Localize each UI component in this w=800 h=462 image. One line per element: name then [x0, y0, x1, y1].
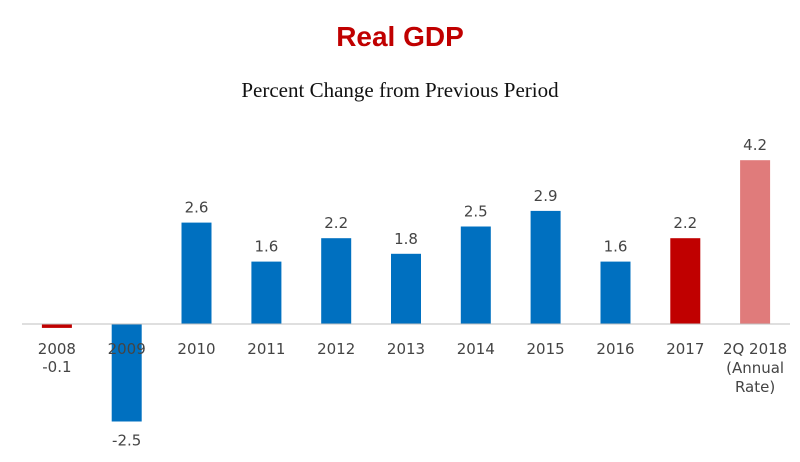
- data-label: 2.2: [673, 214, 697, 232]
- data-labels: -0.1 -2.5 2.6 1.6 2.2 1.8 2.5 2.9 1.6 2.2 4.2: [42, 136, 767, 449]
- x-tick-label: 2008: [38, 340, 76, 358]
- x-tick-labels: 2008 2009 2010 2011 2012 2013 2014 2015 2016 2017…: [38, 340, 787, 396]
- x-tick-label: 2016: [596, 340, 634, 358]
- data-label: -0.1: [42, 358, 71, 376]
- data-label: 2.2: [324, 214, 348, 232]
- data-label: 1.6: [604, 238, 628, 256]
- bar-9: [670, 238, 701, 324]
- data-label: 1.8: [394, 230, 418, 248]
- x-tick-label: 2Q 2018 (Annual Rate): [723, 340, 787, 396]
- data-label: 2.6: [185, 199, 209, 217]
- bar-6: [460, 226, 491, 324]
- data-label: 2.9: [534, 187, 558, 205]
- x-tick-label: 2010: [177, 340, 215, 358]
- data-label: 2.5: [464, 203, 488, 221]
- bar-8: [600, 261, 631, 324]
- bar-0: [41, 324, 72, 328]
- bar-5: [391, 253, 421, 324]
- data-label: -2.5: [112, 432, 141, 450]
- x-tick-label: 2009: [108, 340, 146, 358]
- x-tick-label: 2017: [666, 340, 704, 358]
- bar-2: [181, 222, 212, 324]
- x-tick-label: 2015: [527, 340, 565, 358]
- bar-10: [740, 160, 771, 324]
- chart-title: Real GDP: [336, 21, 464, 52]
- data-label: 1.6: [254, 238, 278, 256]
- bar-7: [530, 210, 561, 324]
- chart-subtitle: Percent Change from Previous Period: [241, 78, 559, 102]
- bar-3: [251, 261, 282, 324]
- bars: [41, 160, 771, 422]
- data-label: 4.2: [743, 136, 767, 154]
- bar-1: [111, 324, 142, 422]
- x-tick-label: 2011: [247, 340, 285, 358]
- x-tick-label: 2012: [317, 340, 355, 358]
- x-tick-label: 2014: [457, 340, 495, 358]
- bar-4: [321, 238, 352, 324]
- x-tick-label: 2013: [387, 340, 425, 358]
